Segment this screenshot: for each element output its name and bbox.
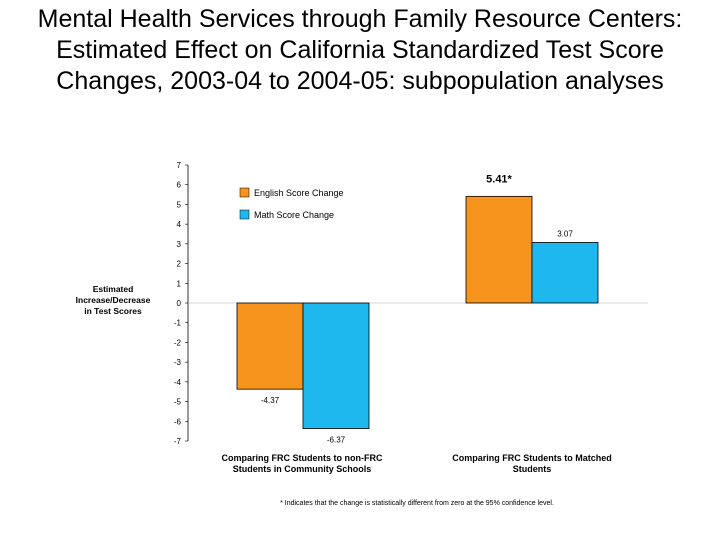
y-tick-label: -2	[174, 338, 182, 347]
y-axis-title: Estimated Increase/Decrease in Test Scores	[76, 284, 151, 316]
y-tick-label: 0	[177, 299, 182, 308]
y-axis: 7 6 5 4 3 2 1 0 -1 -2 -3 -4 -5 -6 -7	[174, 161, 188, 446]
y-tick-label: 6	[177, 181, 182, 190]
significance-note: * Indicates that the change is statistic…	[280, 500, 554, 507]
bars	[236, 195, 599, 429]
y-tick-label: 2	[177, 260, 182, 269]
legend-swatch	[239, 209, 250, 220]
slide-title: Mental Health Services through Family Re…	[37, 5, 683, 95]
data-label: -6.37	[327, 436, 346, 445]
y-tick-label: -5	[174, 398, 182, 407]
y-tick-label: 1	[177, 279, 182, 288]
x-category-label: Comparing FRC Students to non-FRC Student…	[222, 453, 383, 474]
x-axis-labels: Comparing FRC Students to non-FRC Student…	[222, 453, 612, 474]
legend-label: English Score Change	[254, 188, 344, 198]
data-label: 5.41*	[486, 173, 512, 185]
legend: English Score Change Math Score Change	[239, 187, 344, 220]
data-label: -4.37	[261, 396, 280, 405]
bar-math-2	[531, 242, 599, 304]
data-label: 3.07	[557, 229, 573, 238]
y-tick-label: 5	[177, 200, 182, 209]
y-tick-label: 7	[177, 161, 182, 170]
legend-label: Math Score Change	[254, 210, 334, 220]
bar-english-2	[465, 195, 533, 304]
bar-math-1	[302, 302, 370, 429]
y-tick-label: -6	[174, 417, 182, 426]
y-tick-label: -3	[174, 358, 182, 367]
y-tick-label: 3	[177, 240, 182, 249]
legend-swatch	[239, 187, 250, 198]
x-category-label: Comparing FRC Students to Matched Student…	[452, 453, 612, 474]
data-labels: -4.37 5.41* -6.37 3.07	[261, 173, 573, 444]
y-tick-label: -4	[174, 378, 182, 387]
y-tick-label: 4	[177, 220, 182, 229]
bar-english-1	[236, 302, 304, 390]
y-tick-label: -7	[174, 437, 182, 446]
y-axis-label: Estimated Increase/Decrease in Test Scores	[76, 284, 151, 316]
y-tick-label: -1	[174, 319, 182, 328]
